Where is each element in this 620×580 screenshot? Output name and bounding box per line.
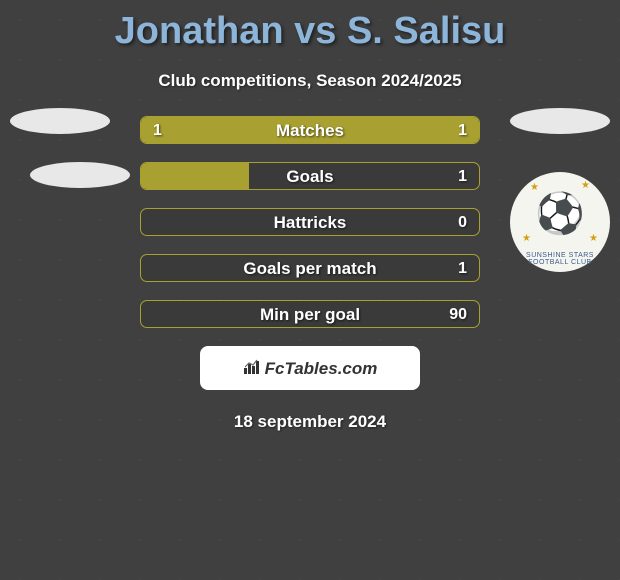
player-left-badges bbox=[10, 98, 110, 198]
stat-row-goals: Goals 1 bbox=[140, 162, 480, 190]
stat-label: Matches bbox=[141, 117, 479, 144]
footer-brand: FcTables.com bbox=[243, 358, 378, 379]
stat-label: Hattricks bbox=[141, 209, 479, 236]
stat-right-value: 90 bbox=[449, 301, 467, 328]
chart-icon bbox=[243, 358, 261, 379]
star-icon: ★ bbox=[581, 180, 590, 191]
player-right-photo-placeholder bbox=[510, 108, 610, 134]
player-left-club-placeholder bbox=[30, 162, 130, 188]
stat-label: Goals bbox=[141, 163, 479, 190]
stat-right-value: 1 bbox=[458, 163, 467, 190]
stat-right-value: 0 bbox=[458, 209, 467, 236]
star-icon: ★ bbox=[530, 182, 539, 193]
footer-brand-text: FcTables.com bbox=[265, 359, 378, 378]
club-logo-text: SUNSHINE STARS FOOTBALL CLUB bbox=[510, 252, 610, 266]
footer-date: 18 september 2024 bbox=[0, 412, 620, 432]
comparison-title: Jonathan vs S. Salisu bbox=[0, 0, 620, 53]
comparison-subtitle: Club competitions, Season 2024/2025 bbox=[0, 71, 620, 91]
stat-label: Goals per match bbox=[141, 255, 479, 282]
stat-right-value: 1 bbox=[458, 117, 467, 144]
star-icon: ★ bbox=[522, 233, 531, 244]
stat-right-value: 1 bbox=[458, 255, 467, 282]
stat-row-matches: 1 Matches 1 bbox=[140, 116, 480, 144]
stats-area: ★ ★ ★ ★ SUNSHINE STARS FOOTBALL CLUB 1 M… bbox=[0, 116, 620, 432]
stat-row-hattricks: Hattricks 0 bbox=[140, 208, 480, 236]
comparison-infographic: Jonathan vs S. Salisu Club competitions,… bbox=[0, 0, 620, 580]
player-left-photo-placeholder bbox=[10, 108, 110, 134]
stat-row-min-per-goal: Min per goal 90 bbox=[140, 300, 480, 328]
player-right-club-logo: ★ ★ ★ ★ SUNSHINE STARS FOOTBALL CLUB bbox=[510, 172, 610, 272]
footer-brand-box: FcTables.com bbox=[200, 346, 420, 390]
player-right-badges: ★ ★ ★ ★ SUNSHINE STARS FOOTBALL CLUB bbox=[510, 98, 610, 198]
star-icon: ★ bbox=[589, 233, 598, 244]
stat-row-goals-per-match: Goals per match 1 bbox=[140, 254, 480, 282]
stat-label: Min per goal bbox=[141, 301, 479, 328]
